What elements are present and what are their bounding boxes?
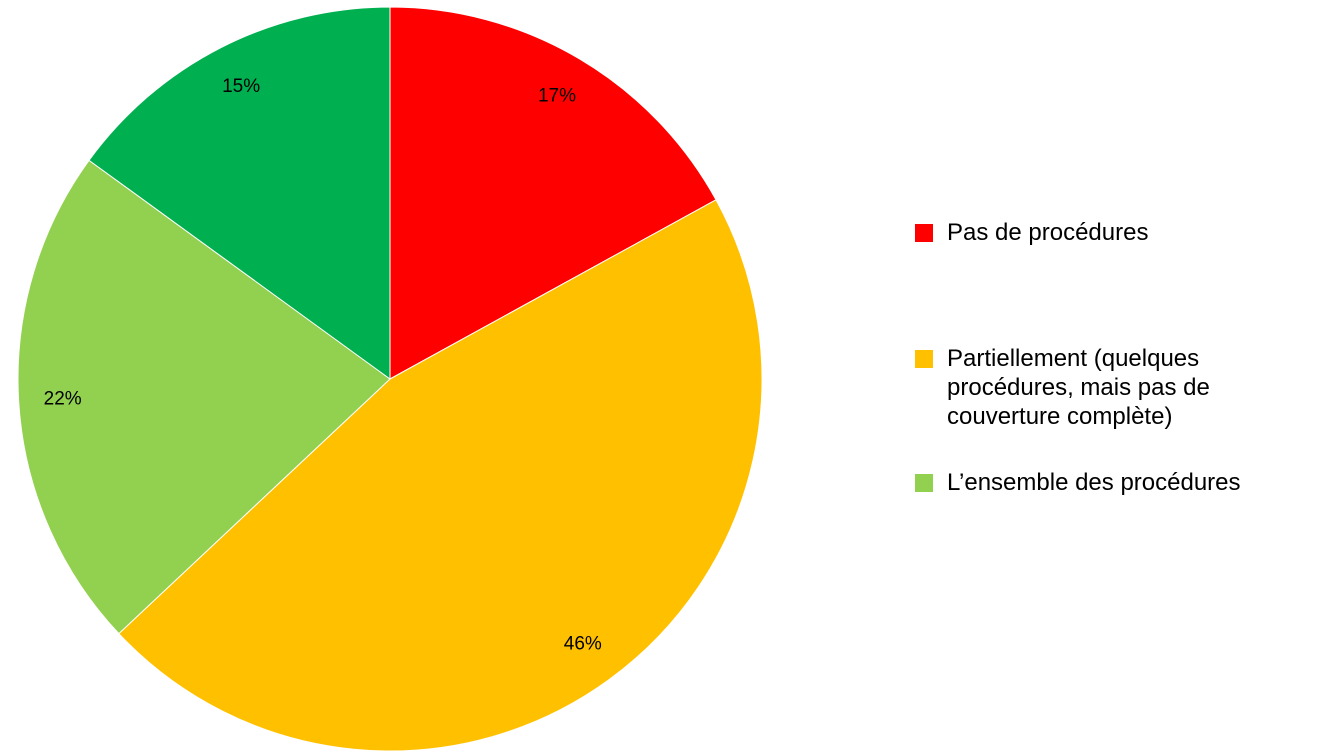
legend-item: Pas de procédures <box>915 218 1307 247</box>
legend-swatch <box>915 350 933 368</box>
data-label: 17% <box>538 86 576 107</box>
legend-item: Partiellement (quelques procédures, mais… <box>915 344 1307 431</box>
data-label: 15% <box>222 76 260 97</box>
legend-label: L’ensemble des procédures <box>947 469 1241 496</box>
pie-slice <box>88 6 391 380</box>
legend-item: L’ensemble des procédures <box>915 468 1307 497</box>
legend-swatch <box>915 474 933 492</box>
pie-slice <box>389 6 717 380</box>
legend-label: Partiellement (quelques procédures, mais… <box>947 345 1210 430</box>
data-label: 22% <box>44 389 82 410</box>
legend-swatch <box>915 224 933 242</box>
pie-slice <box>17 159 391 635</box>
legend-label: Pas de procédures <box>947 219 1149 246</box>
data-label: 46% <box>564 633 602 654</box>
pie-slice <box>118 199 763 751</box>
